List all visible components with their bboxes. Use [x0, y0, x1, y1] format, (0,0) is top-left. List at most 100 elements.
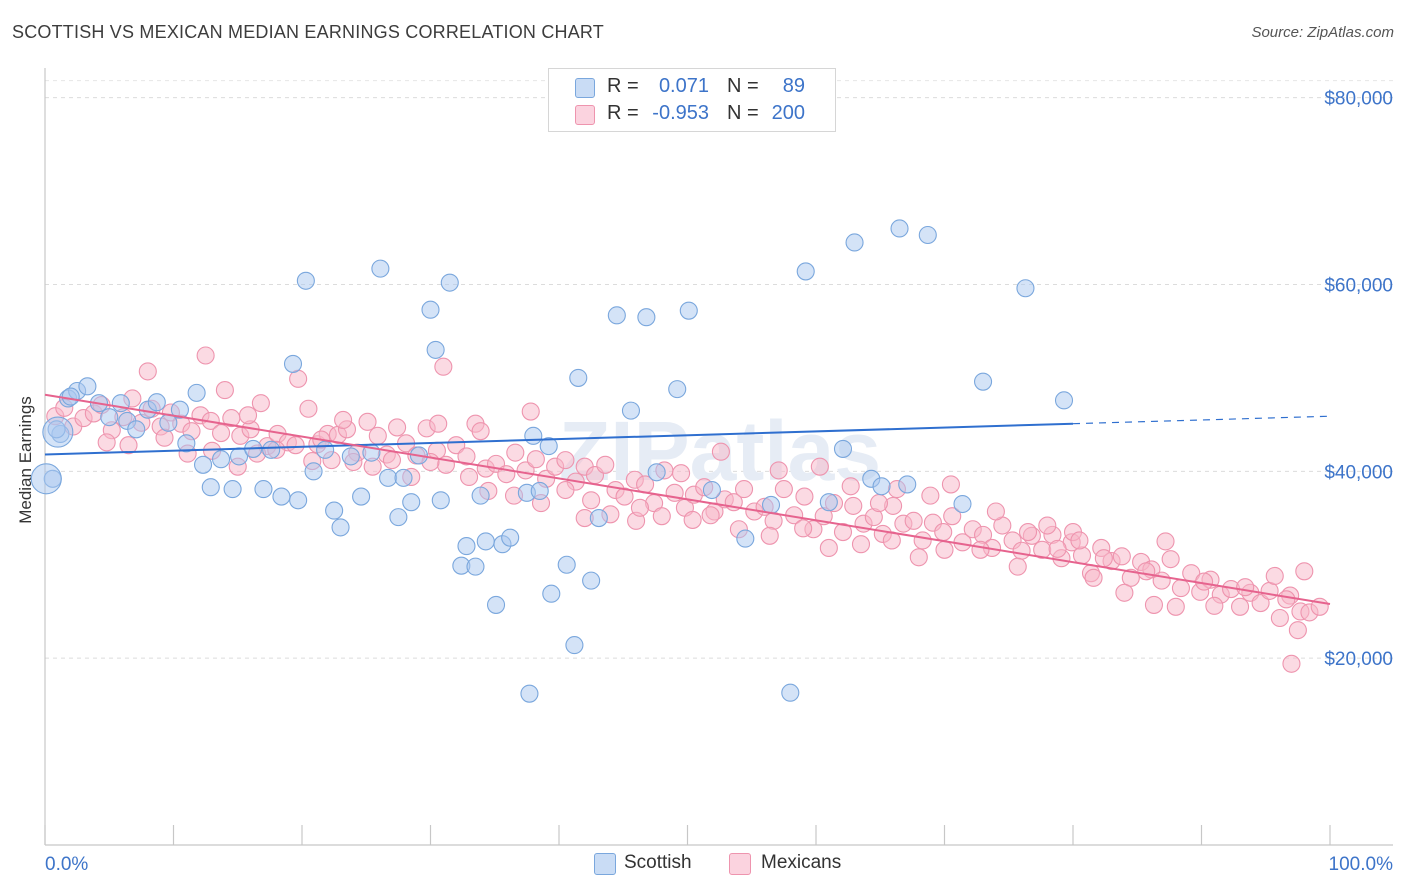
scottish-point [389, 508, 408, 527]
scottish-point [542, 584, 561, 603]
mexicans-point [630, 498, 650, 517]
mexicans-point [358, 412, 377, 431]
scottish-point-large [30, 463, 62, 495]
mexicans-point [1166, 597, 1185, 616]
legend-n-value: 89 [782, 75, 805, 97]
scottish-point [262, 440, 281, 459]
scottish-point [557, 555, 576, 574]
scottish-point [394, 468, 413, 487]
scottish-point [147, 393, 166, 412]
legend-r-label: R = [607, 75, 639, 97]
mexicans-point [251, 394, 270, 413]
scottish-trend-line [44, 422, 1074, 456]
scottish-point [466, 557, 485, 576]
chart-title: SCOTTISH VS MEXICAN MEDIAN EARNINGS CORR… [12, 22, 605, 42]
mexicans-point [459, 467, 479, 486]
mexicans-point [819, 538, 838, 557]
scottish-point [679, 301, 698, 320]
scottish-point [371, 259, 390, 278]
scottish-point [898, 475, 917, 494]
mexicans-point [921, 486, 940, 505]
y-tick-label: $20,000 [1324, 649, 1393, 670]
scottish-point [702, 480, 721, 500]
mexicans-point [138, 362, 157, 381]
mexicans-point [841, 477, 860, 496]
scottish-point [316, 440, 335, 459]
mexicans-point [1084, 568, 1103, 587]
scottish-point [177, 434, 196, 453]
scottish-point [918, 225, 937, 245]
scottish-point [486, 595, 506, 614]
mexicans-point [1012, 541, 1031, 560]
mexicans-point [909, 548, 928, 567]
mexicans-point [521, 402, 540, 421]
legend-r-value: -0.953 [652, 102, 709, 124]
y-tick-label: $60,000 [1324, 276, 1393, 297]
legend-swatch-scottish [575, 78, 595, 98]
mexicans-point [1072, 546, 1092, 565]
mexicans-point [1137, 562, 1156, 581]
scottish-point [78, 377, 97, 396]
mexicans-point [1115, 583, 1134, 602]
mexicans-point [1277, 590, 1296, 609]
mexicans-point [596, 455, 615, 474]
scottish-point [201, 478, 220, 497]
mexicans-point [368, 426, 387, 445]
x-tick-labels: 0.0% 100.0% [45, 854, 1393, 875]
mexicans-point [810, 457, 829, 476]
mexicans-point [215, 381, 234, 400]
mexicans-point [1094, 549, 1113, 568]
scottish-point [1016, 279, 1035, 298]
legend-swatch-scottish [594, 853, 616, 875]
mexicans-point [1161, 550, 1180, 569]
mexicans-point [582, 491, 601, 510]
scottish-point-large [42, 416, 74, 448]
axes [44, 68, 1393, 846]
mexicans-point [683, 510, 702, 529]
mexicans-point [429, 414, 448, 433]
mexicans-point [1251, 594, 1270, 613]
scottish-point [283, 354, 303, 373]
mexicans-point [774, 480, 793, 499]
legend-n-label: N = [727, 102, 759, 124]
scottish-point [796, 262, 815, 281]
scottish-point [421, 300, 440, 319]
scottish-point [520, 684, 539, 703]
mexicans-point [1156, 532, 1175, 551]
mexicans-point [286, 436, 305, 455]
mexicans-point [734, 480, 754, 499]
mexicans-point [155, 428, 174, 447]
scottish-point [539, 437, 558, 456]
scottish-point [607, 306, 626, 325]
scottish-point [341, 447, 360, 466]
scottish-point [569, 368, 588, 387]
mexicans-point [1121, 568, 1140, 587]
scottish-point [890, 219, 909, 238]
mexicans-point [1018, 523, 1038, 542]
mexicans-trend-line [44, 393, 1331, 605]
scottish-point [272, 487, 291, 506]
mexicans-point [471, 422, 490, 441]
legend-r-value: 0.071 [658, 75, 709, 97]
scottish-point [736, 529, 755, 548]
mexicans-points [46, 346, 1329, 673]
mexicans-point [211, 423, 231, 443]
mexicans-point [904, 511, 923, 530]
mexicans-point [1288, 621, 1307, 640]
mexicans-point [769, 461, 788, 480]
scottish-point [530, 481, 549, 501]
legend-row-mexicans: R = -0.953 N = 200 [549, 100, 835, 128]
scottish-point [331, 518, 350, 537]
mexicans-point [238, 406, 258, 425]
scottish-point [1054, 391, 1074, 410]
mexicans-point [701, 506, 720, 525]
mexicans-point [434, 357, 453, 376]
mexicans-point [615, 487, 634, 506]
scottish-point [304, 462, 323, 481]
mexicans-point [760, 526, 779, 545]
mexicans-point [1171, 579, 1190, 598]
x-tick-label: 0.0% [45, 854, 88, 875]
scottish-point [476, 532, 495, 551]
mexicans-point [1048, 539, 1067, 558]
mexicans-point [1295, 562, 1314, 581]
